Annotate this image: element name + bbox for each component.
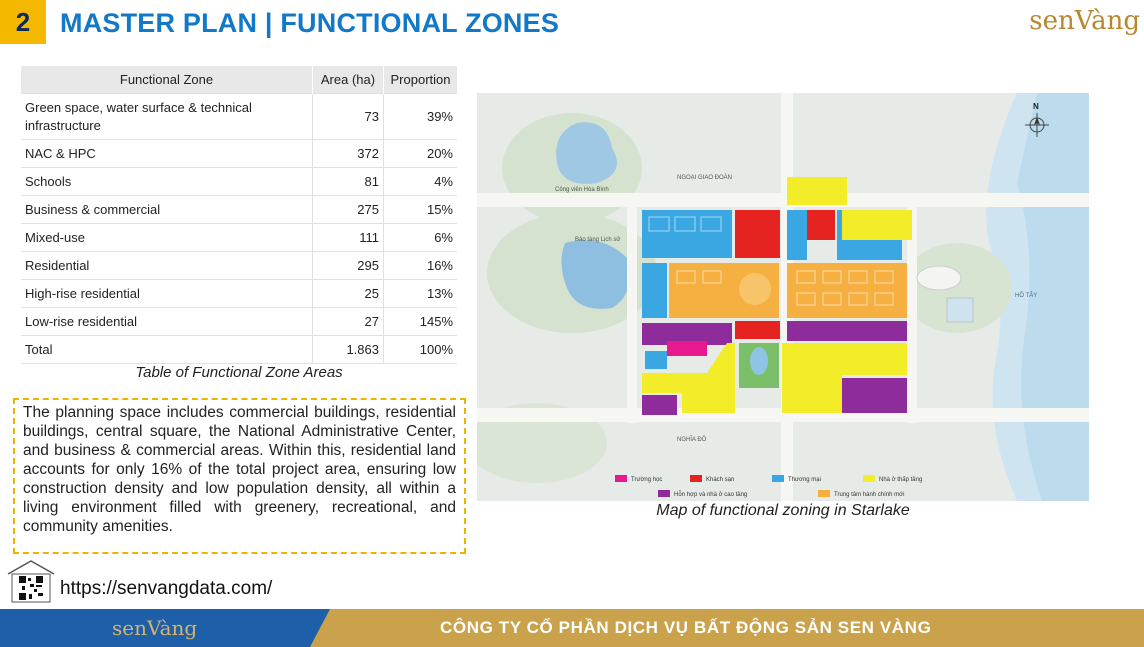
legend-swatch (818, 490, 830, 497)
map-legend: Trường học Khách sạn Thương mại Nhà ở th… (615, 475, 922, 498)
column-header-area: Area (ha) (312, 66, 384, 94)
table-row: Mixed-use 111 6% (21, 223, 457, 252)
table-row: Schools 81 4% (21, 167, 457, 196)
table-caption: Table of Functional Zone Areas (135, 364, 343, 381)
area-cell: 295 (312, 251, 384, 280)
legend-label: Khách sạn (706, 477, 734, 483)
area-cell: 372 (312, 139, 384, 168)
proportion-cell: 100% (383, 335, 457, 364)
legend-swatch (863, 475, 875, 482)
proportion-cell: 20% (383, 139, 457, 168)
description-box: The planning space includes commercial b… (13, 398, 466, 554)
footer-brand-panel (0, 609, 330, 647)
qr-code-icon (6, 560, 56, 604)
legend-label: Trung tâm hành chính mới (834, 492, 904, 498)
legend-label: Nhà ở thấp tầng (879, 476, 922, 483)
compass-icon (1025, 113, 1049, 137)
proportion-cell: 39% (383, 93, 457, 140)
table-row: Business & commercial 275 15% (21, 195, 457, 224)
footer-company-name: CÔNG TY CỔ PHẦN DỊCH VỤ BẤT ĐỘNG SẢN SEN… (440, 618, 932, 637)
map-label-museum: Bảo tàng Lịch sử (575, 236, 620, 243)
proportion-cell: 6% (383, 223, 457, 252)
proportion-cell: 13% (383, 279, 457, 308)
legend-label: Hỗn hợp và nhà ở cao tầng (674, 491, 747, 498)
proportion-cell: 16% (383, 251, 457, 280)
footer-logo: senVàng (112, 616, 198, 640)
zone-cell: Mixed-use (21, 223, 313, 252)
proportion-cell: 145% (383, 307, 457, 336)
table-row: NAC & HPC 372 20% (21, 139, 457, 168)
area-cell: 111 (312, 223, 384, 252)
table-row-total: Total 1.863 100% (21, 335, 457, 364)
table-header-row: Functional Zone Area (ha) Proportion (21, 66, 457, 94)
zone-cell: Green space, water surface & technical i… (21, 93, 313, 140)
legend-label: Trường học (631, 477, 662, 483)
column-header-proportion: Proportion (383, 66, 457, 94)
page-title: MASTER PLAN | FUNCTIONAL ZONES (60, 8, 560, 38)
map-caption: Map of functional zoning in Starlake (656, 502, 910, 519)
map-label-lake: HỒ TÂY (1015, 292, 1037, 299)
zone-cell: High-rise residential (21, 279, 313, 308)
zone-cell: Low-rise residential (21, 307, 313, 336)
zone-cell: Business & commercial (21, 195, 313, 224)
map-label-park: Công viên Hòa Bình (555, 187, 609, 193)
legend-swatch (772, 475, 784, 482)
footer-bar: senVàng CÔNG TY CỔ PHẦN DỊCH VỤ BẤT ĐỘNG… (0, 609, 1144, 647)
area-cell: 81 (312, 167, 384, 196)
website-link[interactable]: https://senvangdata.com/ (60, 578, 273, 599)
zone-cell: Schools (21, 167, 313, 196)
area-cell: 275 (312, 195, 384, 224)
legend-swatch (658, 490, 670, 497)
zone-cell: NAC & HPC (21, 139, 313, 168)
zone-cell: Total (21, 335, 313, 364)
functional-zone-table: Functional Zone Area (ha) Proportion Gre… (21, 66, 457, 364)
table-row: High-rise residential 25 13% (21, 279, 457, 308)
area-cell: 73 (312, 93, 384, 140)
map-label-road-bottom: NGHĨA ĐÔ (677, 436, 707, 443)
legend-swatch (690, 475, 702, 482)
table-row: Green space, water surface & technical i… (21, 93, 457, 140)
proportion-cell: 15% (383, 195, 457, 224)
proportion-cell: 4% (383, 167, 457, 196)
column-header-zone: Functional Zone (21, 66, 313, 94)
slide-number: 2 (0, 0, 46, 44)
zone-cell: Residential (21, 251, 313, 280)
map-label-road-top: NGOẠI GIAO ĐOÀN (677, 174, 732, 181)
legend-swatch (615, 475, 627, 482)
area-cell: 25 (312, 279, 384, 308)
zoning-map: N Công viên Hòa Bình Bảo tàng Lịch sử NG… (477, 93, 1089, 501)
legend-label: Thương mại (788, 477, 821, 483)
table-row: Residential 295 16% (21, 251, 457, 280)
brand-logo: senVàng (1029, 6, 1140, 36)
area-cell: 1.863 (312, 335, 384, 364)
area-cell: 27 (312, 307, 384, 336)
table-row: Low-rise residential 27 145% (21, 307, 457, 336)
compass-label: N (1033, 102, 1039, 111)
